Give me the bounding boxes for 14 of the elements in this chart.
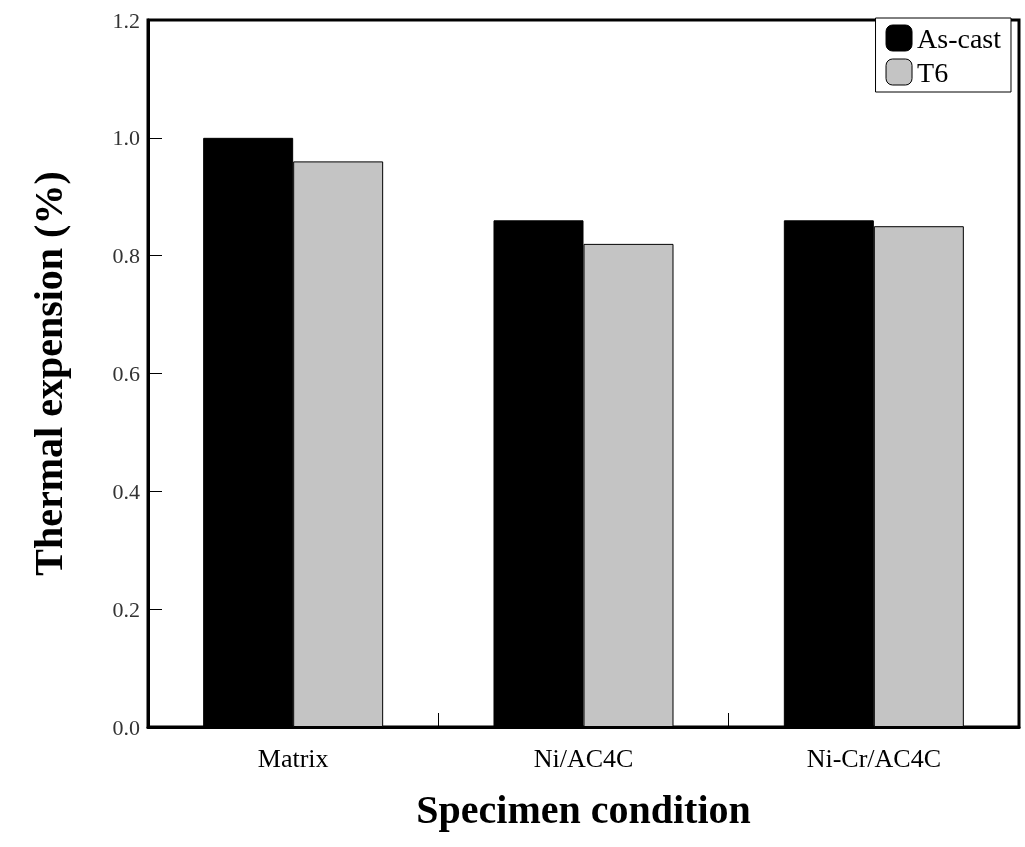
x-axis-title: Specimen condition: [416, 786, 751, 832]
x-tick-label: Ni-Cr/AC4C: [806, 743, 942, 773]
y-tick-label: 0.0: [112, 714, 140, 740]
legend-label: As-cast: [917, 22, 1002, 54]
y-tick-label: 0.2: [112, 596, 140, 622]
legend-label: T6: [917, 56, 949, 88]
y-tick-label: 1.0: [112, 125, 140, 151]
x-tick-label: Matrix: [257, 743, 329, 773]
y-tick-label: 0.4: [112, 478, 140, 504]
y-axis-title: Thermal expension (%): [25, 171, 71, 576]
y-tick-label: 0.6: [112, 361, 140, 386]
y-tick-label: 1.2: [112, 7, 140, 33]
y-tick-label: 0.8: [112, 243, 140, 269]
x-tick-label: Ni/AC4C: [533, 743, 634, 773]
